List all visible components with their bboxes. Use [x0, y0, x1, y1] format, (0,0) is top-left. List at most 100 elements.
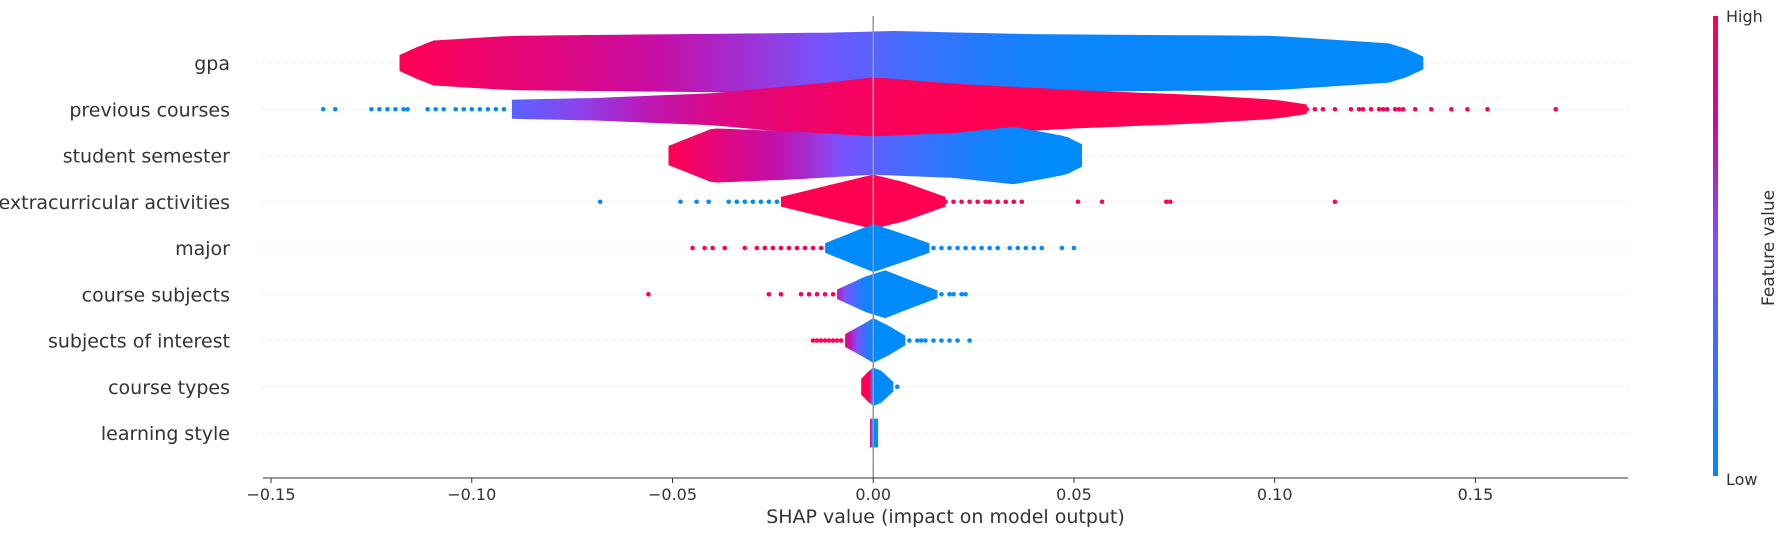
outlier-point — [995, 245, 1000, 251]
feature-label: course subjects — [82, 284, 230, 306]
outlier-point — [1485, 106, 1490, 112]
outlier-point — [722, 245, 727, 251]
feature-label: course types — [108, 377, 230, 399]
outlier-point — [1015, 245, 1021, 251]
outlier-point — [995, 199, 1000, 205]
outlier-point — [726, 199, 732, 205]
x-tick-label: −0.05 — [648, 485, 697, 504]
outlier-point — [706, 199, 711, 205]
outlier-point — [1380, 106, 1386, 112]
outlier-point — [947, 291, 952, 297]
outlier-point — [702, 245, 707, 251]
outlier-point — [778, 245, 784, 251]
outlier-point — [1553, 106, 1559, 112]
feature-label: major — [175, 238, 230, 260]
outlier-point — [939, 291, 944, 297]
outlier-point — [806, 291, 812, 297]
outlier-point — [818, 338, 824, 343]
feature-label: student semester — [63, 146, 230, 168]
outlier-point — [939, 245, 944, 251]
outlier-point — [1384, 106, 1390, 112]
outlier-point — [814, 338, 820, 343]
outlier-point — [758, 199, 764, 205]
outlier-point — [1332, 199, 1338, 205]
outlier-point — [1400, 106, 1406, 112]
violin-learning-style — [870, 418, 879, 448]
outlier-point — [1376, 106, 1382, 112]
outlier-point — [967, 338, 972, 343]
outlier-point — [1011, 199, 1017, 205]
outlier-point — [774, 199, 780, 205]
violin-gpa — [399, 31, 1424, 95]
outlier-point — [1348, 106, 1354, 112]
outlier-point — [798, 291, 804, 297]
outlier-point — [742, 199, 748, 205]
violin-extracurricular-activities — [780, 174, 946, 229]
colorbar-title: Feature value — [1759, 190, 1779, 306]
outlier-point — [646, 291, 651, 297]
outlier-point — [818, 245, 824, 251]
outlier-point — [786, 245, 792, 251]
outlier-point — [822, 291, 828, 297]
outlier-point — [907, 338, 912, 343]
outlier-point — [1332, 106, 1338, 112]
outlier-point — [425, 106, 430, 112]
violin-previous-courses — [511, 77, 1307, 141]
outlier-point — [678, 199, 683, 205]
outlier-point — [1396, 106, 1402, 112]
outlier-point — [1039, 245, 1045, 251]
outlier-point — [939, 338, 944, 343]
feature-label: extracurricular activities — [0, 192, 230, 214]
outlier-point — [971, 245, 976, 251]
outlier-point — [919, 338, 924, 343]
violin-student-semester — [668, 126, 1082, 185]
outlier-point — [987, 245, 992, 251]
outlier-point — [461, 106, 467, 112]
outlier-point — [967, 199, 972, 205]
x-axis: −0.15 −0.10 −0.05 0.00 0.05 0.10 0.15 — [247, 477, 1628, 504]
outlier-point — [1360, 106, 1366, 112]
outlier-point — [1023, 245, 1029, 251]
outlier-point — [377, 106, 382, 112]
outlier-point — [1031, 245, 1037, 251]
outlier-point — [710, 245, 715, 251]
outlier-point — [959, 291, 964, 297]
outlier-point — [766, 291, 772, 297]
outlier-point — [369, 106, 374, 112]
outlier-point — [830, 291, 836, 297]
violin-course-types — [861, 367, 894, 406]
outlier-point — [826, 338, 832, 343]
feature-label: subjects of interest — [48, 331, 230, 353]
outlier-point — [915, 338, 920, 343]
outlier-point — [441, 106, 446, 112]
x-tick-label: −0.15 — [247, 485, 296, 504]
outlier-point — [1164, 199, 1169, 205]
outlier-point — [778, 291, 784, 297]
outlier-point — [405, 106, 410, 112]
outlier-point — [931, 338, 936, 343]
outlier-point — [931, 245, 936, 251]
outlier-point — [1003, 199, 1009, 205]
outlier-point — [923, 338, 928, 343]
outlier-point — [983, 199, 988, 205]
outlier-point — [1412, 106, 1418, 112]
outlier-point — [1168, 199, 1173, 205]
outlier-point — [1449, 106, 1454, 112]
outlier-point — [770, 245, 776, 251]
outlier-point — [979, 245, 984, 251]
feature-label: learning style — [101, 423, 230, 445]
colorbar: High Low Feature value — [1713, 7, 1779, 489]
outlier-point — [332, 106, 338, 112]
outlier-point — [1304, 106, 1310, 112]
outlier-point — [955, 245, 960, 251]
outlier-point — [951, 199, 956, 205]
outlier-point — [401, 106, 406, 112]
x-tick-label: 0.00 — [855, 485, 891, 504]
outlier-point — [955, 338, 960, 343]
violin-course-subjects — [837, 270, 938, 319]
colorbar-low-label: Low — [1726, 470, 1758, 489]
outlier-point — [834, 338, 840, 343]
outlier-point — [959, 199, 964, 205]
x-tick-label: 0.15 — [1458, 485, 1494, 504]
outlier-point — [951, 291, 956, 297]
